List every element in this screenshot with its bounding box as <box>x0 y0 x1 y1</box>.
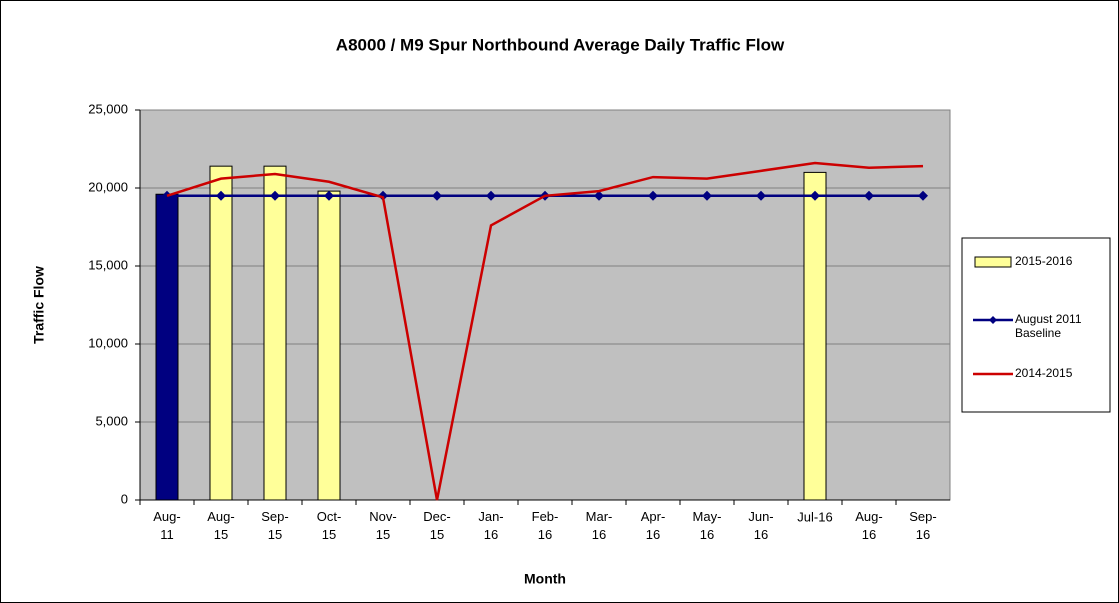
x-tick-label: Jul-16 <box>797 509 832 524</box>
y-tick-label: 25,000 <box>88 101 128 116</box>
plot-area <box>139 109 951 501</box>
x-tick-label: Feb-16 <box>532 509 559 542</box>
line-marker <box>486 190 496 201</box>
x-tick-label: Dec-15 <box>423 509 450 542</box>
x-tick-label: Jun-16 <box>748 509 773 542</box>
line-marker <box>810 190 820 201</box>
x-tick-label: Mar-16 <box>586 509 613 542</box>
bar <box>317 190 341 501</box>
legend-marker <box>989 316 997 324</box>
legend-label: August 2011 Baseline <box>1015 312 1082 340</box>
line-marker <box>648 190 658 201</box>
x-tick-label: Aug-16 <box>855 509 882 542</box>
y-tick-label: 15,000 <box>88 257 128 272</box>
legend-label: 2015-2016 <box>1015 254 1073 268</box>
line-marker <box>378 190 388 201</box>
x-tick-label: Aug-15 <box>207 509 234 542</box>
x-tick-label: Sep-16 <box>909 509 936 542</box>
x-tick-label: Oct-15 <box>317 509 342 542</box>
y-axis-title: Traffic Flow <box>31 266 47 344</box>
y-tick-label: 20,000 <box>88 179 128 194</box>
legend-swatch <box>974 256 1012 268</box>
x-tick-label: Aug-11 <box>153 509 180 542</box>
line-marker <box>702 190 712 201</box>
chart-title: A8000 / M9 Spur Northbound Average Daily… <box>336 35 785 54</box>
bar <box>155 193 179 501</box>
y-tick-label: 5,000 <box>95 413 128 428</box>
line-marker <box>594 190 604 201</box>
line-marker <box>216 190 226 201</box>
x-axis-title: Month <box>524 571 566 587</box>
line-marker <box>918 190 928 201</box>
y-tick-label: 0 <box>121 491 128 506</box>
x-tick-label: Apr-16 <box>641 509 666 542</box>
x-tick-label: May-16 <box>693 509 722 542</box>
line-marker <box>270 190 280 201</box>
bar <box>263 165 287 501</box>
x-tick-label: Nov-15 <box>369 509 396 542</box>
bar <box>803 171 827 501</box>
line-marker <box>756 190 766 201</box>
line-marker <box>864 190 874 201</box>
line-series <box>166 161 924 501</box>
x-tick-label: Jan-16 <box>478 509 503 542</box>
line-marker <box>324 190 334 201</box>
line-marker <box>432 190 442 201</box>
y-tick-label: 10,000 <box>88 335 128 350</box>
legend-label: 2014-2015 <box>1015 366 1073 380</box>
bar <box>209 165 233 501</box>
x-tick-label: Sep-15 <box>261 509 288 542</box>
